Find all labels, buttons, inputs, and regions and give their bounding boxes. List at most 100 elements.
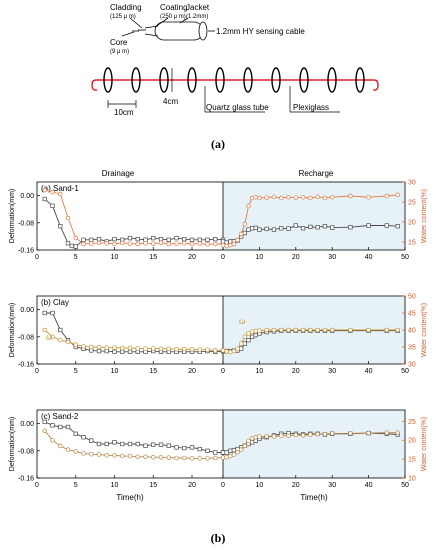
- deformation-point: [58, 327, 63, 333]
- xtick-label: 10: [256, 254, 264, 261]
- deformation-point: [50, 310, 55, 316]
- water-content-point: [158, 454, 164, 460]
- deformation-point: [104, 441, 109, 447]
- deformation-point: [127, 441, 133, 447]
- jacket-end: [198, 21, 208, 41]
- left-ytick-label: -0.08: [18, 220, 34, 227]
- deformation-point: [384, 223, 389, 228]
- water-content-point: [308, 195, 313, 201]
- deformation-point: [205, 448, 210, 453]
- water-content-point: [73, 449, 78, 454]
- water-content-point: [104, 453, 109, 458]
- deformation-point: [315, 225, 320, 230]
- deformation-point: [120, 349, 125, 354]
- schematic: Cladding (125 μ m) Coating (250 μ m) Jac…: [91, 3, 379, 117]
- water-content-point: [81, 241, 86, 247]
- core-pointer: [121, 31, 135, 37]
- xtick-label: 0: [221, 254, 225, 261]
- left-ytick-label: -0.16: [18, 362, 34, 369]
- section-title-recharge: Recharge: [299, 169, 334, 178]
- deformation-point: [127, 349, 133, 354]
- water-content-point: [300, 327, 306, 333]
- deformation-point: [279, 226, 284, 231]
- cable-cross-section-drawing: [121, 17, 215, 41]
- recharge-background: [223, 182, 405, 250]
- water-content-point: [278, 433, 284, 438]
- water-content-point: [249, 329, 255, 334]
- water-content-point: [189, 241, 195, 247]
- water-content-point: [246, 438, 251, 444]
- deformation-point: [253, 225, 258, 231]
- deformation-point: [257, 227, 262, 232]
- deformation-point: [166, 237, 171, 242]
- water-content-point: [127, 345, 133, 351]
- xtick-label: 20: [188, 254, 196, 261]
- deformation-point: [174, 445, 179, 450]
- deformation-point: [395, 224, 400, 229]
- water-content-point: [293, 327, 299, 333]
- coating-size-label: (250 μ m): [160, 14, 186, 20]
- water-content-point: [143, 240, 148, 246]
- deformation-point: [228, 448, 233, 453]
- deformation-point: [197, 446, 202, 452]
- xtick-label: 0: [221, 368, 225, 375]
- xlabel-drainage: Time(h): [116, 493, 144, 502]
- water-content-point: [143, 346, 148, 351]
- water-content-point: [366, 327, 371, 333]
- water-content-point: [182, 240, 187, 246]
- cable-end-left: [91, 79, 98, 91]
- water-content-point: [293, 432, 299, 438]
- deformation-point: [158, 442, 164, 447]
- xtick-label: 5: [74, 482, 78, 489]
- right-ytick-label: 50: [408, 294, 416, 301]
- deformation-point: [224, 450, 229, 455]
- water-content-point: [104, 345, 109, 350]
- ylabel-left: Deformation(mm): [9, 303, 16, 357]
- water-content-point: [308, 432, 313, 437]
- water-content-point: [228, 453, 233, 459]
- water-content-point: [242, 221, 248, 227]
- water-content-point: [65, 215, 71, 221]
- deformation-point: [308, 224, 313, 230]
- deformation-point: [58, 424, 63, 430]
- right-ytick-label: 20: [408, 438, 416, 445]
- deformation-point: [69, 243, 75, 249]
- right-ytick-label: 30: [408, 362, 416, 369]
- deformation-point: [65, 424, 71, 430]
- water-content-point: [246, 203, 251, 209]
- water-content-point: [50, 334, 55, 340]
- water-content-point: [220, 348, 226, 353]
- right-ytick-label: 25: [408, 200, 416, 207]
- water-content-point: [329, 327, 335, 333]
- water-content-point: [257, 434, 262, 439]
- deformation-point: [197, 237, 202, 242]
- water-content-point: [246, 331, 251, 336]
- water-content-point: [127, 241, 133, 246]
- deformation-point: [135, 236, 140, 242]
- water-content-point: [57, 443, 63, 449]
- xtick-label: 0: [221, 482, 225, 489]
- water-content-point: [166, 241, 172, 247]
- water-content-point: [119, 453, 125, 459]
- water-content-point: [278, 195, 284, 201]
- deformation-point: [96, 441, 102, 447]
- deformation-point: [220, 450, 226, 455]
- water-content-point: [197, 347, 203, 352]
- deformation-point: [205, 237, 210, 242]
- xtick-label: 10: [111, 254, 119, 261]
- water-content-point: [395, 430, 400, 435]
- water-content-point: [300, 194, 306, 200]
- water-content-point: [65, 447, 71, 452]
- water-content-point: [42, 187, 47, 193]
- chart-panel: 0.00 -0.08 -0.16 10 15 20 25 Deformation(mm) Wat…: [9, 409, 428, 502]
- left-ytick-label: 0.00: [20, 193, 34, 200]
- right-ytick-label: 45: [408, 311, 416, 318]
- caption-a: (a): [211, 137, 225, 151]
- water-content-point: [88, 241, 94, 246]
- water-content-point: [315, 431, 320, 437]
- jacket-label: Jacket: [186, 3, 210, 12]
- plexiglass-ring: [243, 67, 253, 93]
- water-content-point: [166, 455, 172, 460]
- deformation-point: [174, 235, 179, 241]
- deformation-point: [246, 338, 251, 343]
